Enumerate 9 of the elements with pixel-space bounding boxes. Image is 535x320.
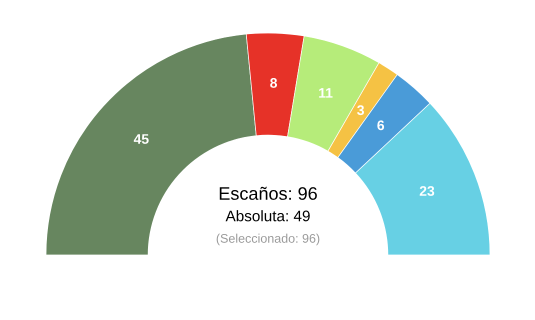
data-label: 8 (270, 78, 278, 88)
text: Absoluta: 49 (226, 210, 310, 222)
data-label: 3 (357, 105, 364, 116)
data-label: 6 (377, 120, 384, 130)
data-label: 11 (319, 88, 333, 98)
text: Escaños: 96 (220, 186, 317, 200)
text: (Seleccionado: 96) (216, 234, 320, 246)
data-label: 23 (420, 186, 434, 196)
data-label: 45 (134, 134, 149, 144)
